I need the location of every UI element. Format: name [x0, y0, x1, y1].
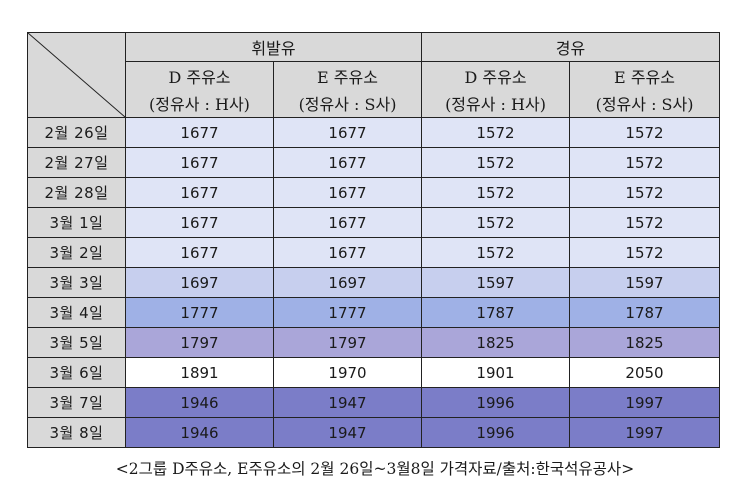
price-cell: 1787 — [422, 298, 570, 328]
price-cell: 1970 — [274, 358, 422, 388]
price-cell: 1677 — [274, 118, 422, 148]
price-cell: 1677 — [274, 238, 422, 268]
diesel-header: 경유 — [422, 33, 720, 62]
table-header: 휘발유 경유 D 주유소 E 주유소 D 주유소 E 주유소 (정유사 : H사… — [28, 33, 720, 118]
price-cell: 1697 — [126, 268, 274, 298]
table-row: 3월 8일 1946 1947 1996 1997 — [28, 418, 720, 448]
gasoline-header: 휘발유 — [126, 33, 422, 62]
price-cell: 1572 — [570, 208, 720, 238]
station-name-header: D 주유소 — [126, 62, 274, 90]
refiner-header: (정유사 : H사) — [422, 90, 570, 118]
date-cell: 2월 27일 — [28, 148, 126, 178]
price-table: 휘발유 경유 D 주유소 E 주유소 D 주유소 E 주유소 (정유사 : H사… — [27, 32, 720, 448]
table-caption: <2그룹 D주유소, E주유소의 2월 26일~3월8일 가격자료/출처:한국석… — [0, 457, 750, 479]
date-cell: 3월 6일 — [28, 358, 126, 388]
date-cell: 3월 3일 — [28, 268, 126, 298]
table-row: 3월 5일 1797 1797 1825 1825 — [28, 328, 720, 358]
date-cell: 3월 4일 — [28, 298, 126, 328]
price-cell: 1677 — [126, 238, 274, 268]
date-cell: 3월 8일 — [28, 418, 126, 448]
table-row: 2월 27일 1677 1677 1572 1572 — [28, 148, 720, 178]
price-cell: 1572 — [570, 118, 720, 148]
date-cell: 2월 28일 — [28, 178, 126, 208]
price-cell: 1572 — [570, 178, 720, 208]
price-cell: 1825 — [570, 328, 720, 358]
price-cell: 1572 — [422, 118, 570, 148]
table-row: 3월 4일 1777 1777 1787 1787 — [28, 298, 720, 328]
price-cell: 1677 — [126, 118, 274, 148]
price-cell: 1946 — [126, 388, 274, 418]
price-cell: 1946 — [126, 418, 274, 448]
price-cell: 1777 — [274, 298, 422, 328]
refiner-header: (정유사 : S사) — [570, 90, 720, 118]
refiner-header: (정유사 : S사) — [274, 90, 422, 118]
price-cell: 1996 — [422, 388, 570, 418]
price-cell: 1901 — [422, 358, 570, 388]
table-body: 2월 26일 1677 1677 1572 1572 2월 27일 1677 1677 1572… — [28, 118, 720, 448]
price-cell: 1572 — [422, 178, 570, 208]
date-cell: 3월 7일 — [28, 388, 126, 418]
table-row: 2월 28일 1677 1677 1572 1572 — [28, 178, 720, 208]
table-row: 3월 1일 1677 1677 1572 1572 — [28, 208, 720, 238]
price-cell: 1597 — [570, 268, 720, 298]
date-cell: 3월 5일 — [28, 328, 126, 358]
price-cell: 1697 — [274, 268, 422, 298]
price-cell: 1572 — [570, 148, 720, 178]
diagonal-line — [28, 33, 125, 117]
price-cell: 1787 — [570, 298, 720, 328]
table-row: 3월 3일 1697 1697 1597 1597 — [28, 268, 720, 298]
table-row: 2월 26일 1677 1677 1572 1572 — [28, 118, 720, 148]
price-cell: 1677 — [274, 178, 422, 208]
price-cell: 1677 — [126, 148, 274, 178]
price-cell: 1777 — [126, 298, 274, 328]
station-name-header: E 주유소 — [570, 62, 720, 90]
price-cell: 1572 — [422, 148, 570, 178]
price-cell: 1891 — [126, 358, 274, 388]
date-cell: 3월 2일 — [28, 238, 126, 268]
table-row: 3월 6일 1891 1970 1901 2050 — [28, 358, 720, 388]
station-name-header: D 주유소 — [422, 62, 570, 90]
price-cell: 1797 — [274, 328, 422, 358]
price-cell: 2050 — [570, 358, 720, 388]
price-cell: 1677 — [274, 208, 422, 238]
table-row: 3월 2일 1677 1677 1572 1572 — [28, 238, 720, 268]
refiner-header: (정유사 : H사) — [126, 90, 274, 118]
price-cell: 1572 — [422, 238, 570, 268]
date-cell: 2월 26일 — [28, 118, 126, 148]
price-cell: 1947 — [274, 418, 422, 448]
price-cell: 1572 — [570, 238, 720, 268]
station-name-header: E 주유소 — [274, 62, 422, 90]
price-cell: 1997 — [570, 418, 720, 448]
corner-cell — [28, 33, 126, 118]
table-row: 3월 7일 1946 1947 1996 1997 — [28, 388, 720, 418]
price-cell: 1825 — [422, 328, 570, 358]
price-cell: 1677 — [274, 148, 422, 178]
price-cell: 1797 — [126, 328, 274, 358]
price-cell: 1996 — [422, 418, 570, 448]
price-cell: 1677 — [126, 178, 274, 208]
price-cell: 1947 — [274, 388, 422, 418]
price-cell: 1997 — [570, 388, 720, 418]
date-cell: 3월 1일 — [28, 208, 126, 238]
price-cell: 1597 — [422, 268, 570, 298]
price-cell: 1677 — [126, 208, 274, 238]
price-cell: 1572 — [422, 208, 570, 238]
